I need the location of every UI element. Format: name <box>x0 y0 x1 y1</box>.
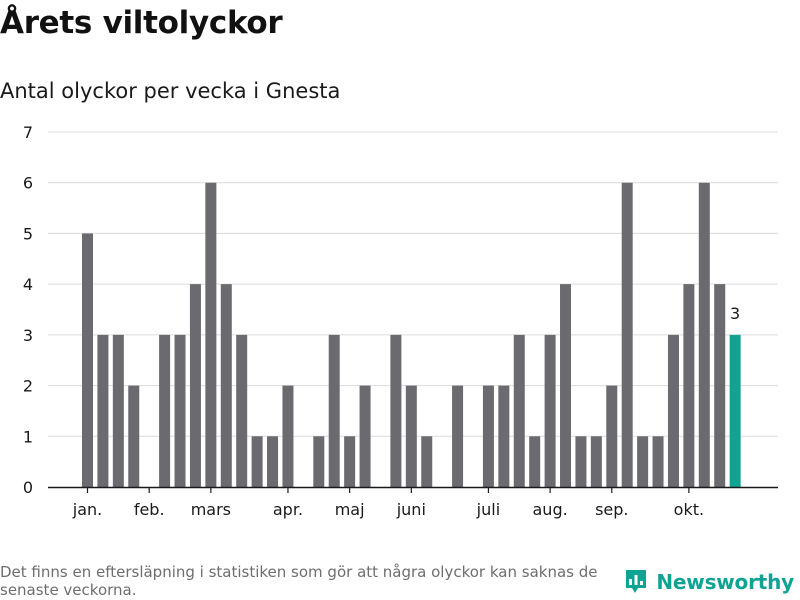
bar <box>621 182 633 487</box>
bar <box>128 385 140 487</box>
x-tick-label: feb. <box>134 500 165 519</box>
x-tick-label: juli <box>476 500 500 519</box>
bar-chart-speech-bubble-icon <box>626 570 647 593</box>
x-tick-label: okt. <box>674 500 704 519</box>
y-tick-label: 4 <box>23 275 33 294</box>
bar <box>606 385 618 487</box>
bar <box>698 182 710 487</box>
x-tick-label: mars <box>191 500 231 519</box>
bar <box>637 436 649 487</box>
bar <box>544 334 556 487</box>
bar <box>205 182 217 487</box>
brand[interactable]: Newsworthy <box>624 568 794 596</box>
x-tick-label: jan. <box>72 500 102 519</box>
bar <box>575 436 587 487</box>
bars <box>82 182 741 487</box>
bar <box>313 436 325 487</box>
bar <box>82 233 93 487</box>
bar <box>652 436 664 487</box>
bar <box>344 436 356 487</box>
y-tick-label: 2 <box>23 377 33 396</box>
bar <box>683 284 695 487</box>
bar <box>590 436 602 487</box>
bar <box>560 284 572 487</box>
x-tick-label: juni <box>396 500 426 519</box>
chart-subtitle: Antal olyckor per vecka i Gnesta <box>0 79 341 103</box>
y-tick-label: 6 <box>23 174 33 193</box>
bar <box>421 436 433 487</box>
x-tick-label: apr. <box>273 500 303 519</box>
bar <box>174 334 186 487</box>
bar <box>513 334 525 487</box>
bar <box>714 284 726 487</box>
bar <box>112 334 124 487</box>
bar <box>529 436 541 487</box>
highlight-data-label: 3 <box>730 304 740 323</box>
brand-name: Newsworthy <box>656 570 794 594</box>
bar <box>390 334 402 487</box>
bar <box>482 385 494 487</box>
bar <box>405 385 417 487</box>
bar <box>359 385 371 487</box>
bar <box>189 284 201 487</box>
bar-highlight <box>729 334 741 487</box>
bar <box>159 334 171 487</box>
x-tick-label: aug. <box>533 500 568 519</box>
bar <box>498 385 510 487</box>
bar <box>667 334 679 487</box>
footnote: Det finns en eftersläpning i statistiken… <box>0 563 598 599</box>
bar <box>267 436 279 487</box>
x-tick-label: sep. <box>595 500 628 519</box>
x-tick-label: maj <box>335 500 365 519</box>
bar <box>251 436 263 487</box>
bar <box>97 334 109 487</box>
bar <box>236 334 248 487</box>
bar <box>328 334 340 487</box>
bar <box>452 385 464 487</box>
y-tick-label: 3 <box>23 326 33 345</box>
x-axis-ticks: jan. feb. mars apr. maj juni juli aug. sep. okt. <box>72 487 704 519</box>
y-tick-label: 1 <box>23 427 33 446</box>
bar <box>282 385 294 487</box>
y-tick-label: 0 <box>23 478 33 497</box>
y-tick-label: 5 <box>23 224 33 243</box>
bar <box>220 284 232 487</box>
y-tick-label: 7 <box>23 123 33 142</box>
y-axis-ticks: 0 1 2 3 4 5 6 7 <box>23 123 33 497</box>
chart-title: Årets viltolyckor <box>0 5 283 41</box>
data-labels: 3 <box>730 304 740 323</box>
